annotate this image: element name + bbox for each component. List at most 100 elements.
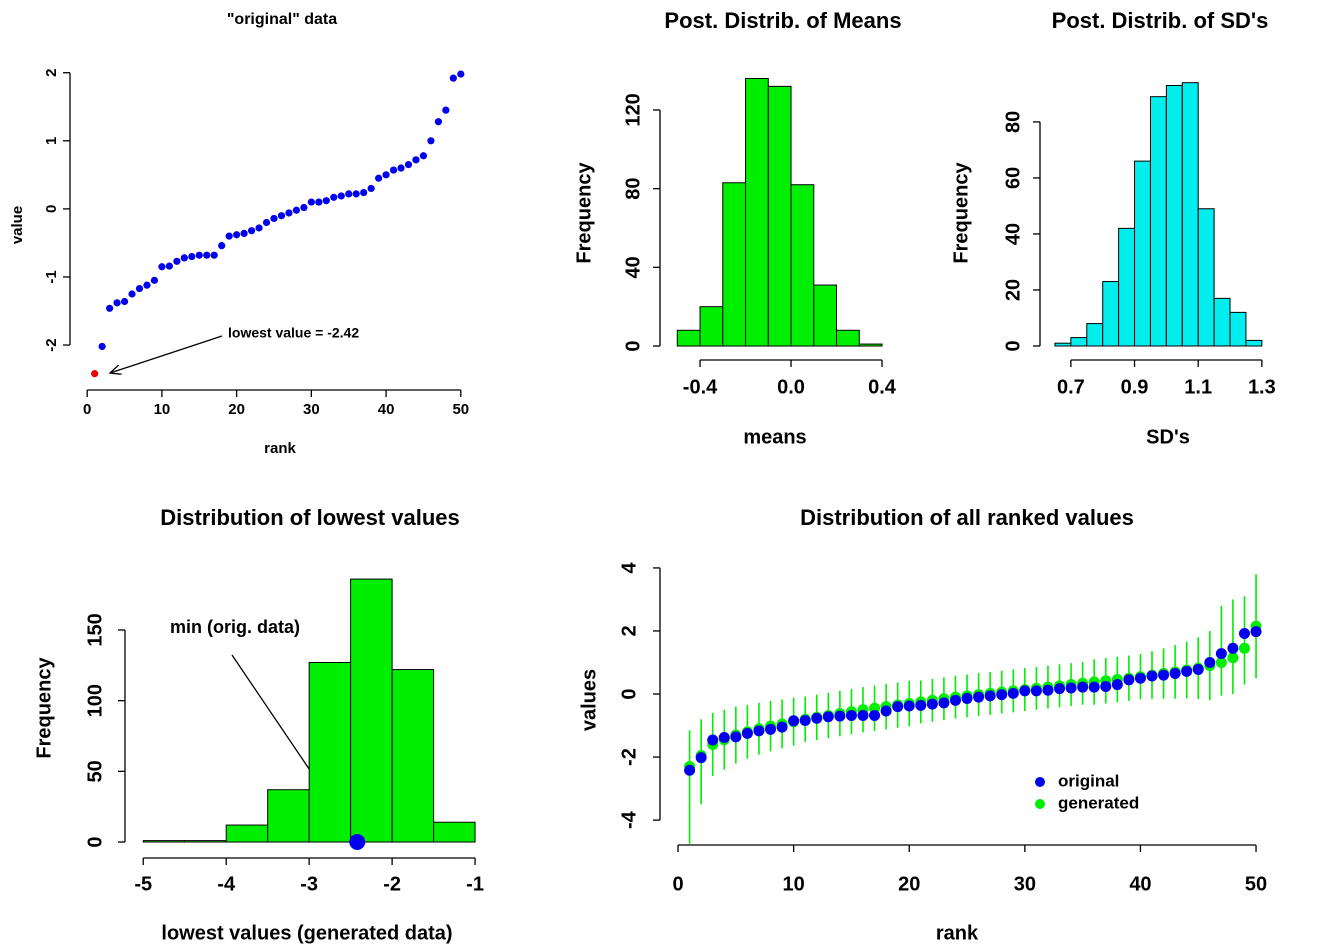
point — [457, 70, 465, 78]
y-tick-label: 150 — [84, 613, 106, 646]
point — [375, 174, 383, 182]
point — [367, 184, 375, 193]
point — [449, 74, 457, 82]
point — [315, 198, 323, 206]
point — [1215, 656, 1227, 668]
histogram-bar — [1181, 82, 1199, 347]
point — [360, 188, 368, 197]
marker-point — [349, 834, 366, 851]
point — [949, 694, 961, 706]
y-tick-label: 80 — [1002, 111, 1024, 133]
histogram-bar — [1118, 227, 1136, 347]
legend-marker — [1035, 799, 1045, 809]
point — [1042, 684, 1054, 696]
point — [695, 752, 707, 764]
point — [292, 206, 301, 214]
point — [730, 731, 742, 743]
point — [973, 691, 985, 703]
point — [158, 263, 166, 271]
y-tick-label: 1 — [43, 137, 60, 145]
point — [442, 106, 450, 114]
y-axis-label: Frequency — [573, 162, 595, 264]
point — [1227, 652, 1239, 664]
point — [961, 692, 973, 704]
y-tick-label: 50 — [84, 760, 106, 782]
point — [1123, 674, 1135, 686]
x-tick-label: 30 — [1014, 873, 1036, 895]
point — [397, 164, 405, 172]
point — [1192, 663, 1204, 675]
histogram-bar — [267, 789, 310, 843]
x-tick-label: 50 — [452, 401, 469, 418]
point — [1077, 681, 1089, 693]
y-tick-label: 0 — [618, 688, 640, 699]
point — [188, 252, 196, 261]
point — [210, 251, 218, 259]
point — [262, 218, 271, 227]
point — [143, 281, 151, 289]
x-axis-label: rank — [264, 440, 296, 457]
point — [857, 709, 869, 721]
histogram-bar — [1149, 96, 1167, 347]
y-axis-label: Frequency — [33, 657, 55, 759]
point — [880, 705, 892, 717]
point — [938, 697, 950, 709]
y-tick-label: 2 — [618, 625, 640, 636]
x-axis-label: means — [743, 426, 806, 448]
point — [1065, 682, 1077, 694]
point — [225, 232, 233, 240]
histogram-bar — [1229, 311, 1247, 347]
point — [419, 152, 428, 160]
point — [218, 242, 226, 250]
point — [926, 698, 938, 710]
histogram-bar — [676, 329, 701, 347]
histogram-bar — [433, 821, 476, 843]
point — [128, 290, 136, 298]
histogram-bar — [1102, 281, 1120, 347]
point — [753, 725, 765, 737]
y-tick-label: 60 — [1002, 167, 1024, 189]
point — [180, 254, 188, 262]
point — [300, 203, 308, 212]
point — [1134, 672, 1146, 684]
y-tick-label: 80 — [622, 178, 644, 200]
point — [1088, 681, 1100, 693]
y-tick-label: 0 — [1002, 340, 1024, 351]
x-tick-label: -3 — [300, 873, 318, 895]
point — [869, 709, 881, 721]
point — [427, 137, 435, 145]
point — [1238, 627, 1250, 639]
x-tick-label: -5 — [134, 873, 152, 895]
point — [135, 284, 144, 293]
annotation-arrow — [110, 335, 223, 373]
point — [1158, 669, 1170, 681]
point — [307, 198, 315, 206]
point — [404, 161, 413, 169]
histogram-bar — [142, 840, 186, 843]
point — [1054, 683, 1066, 695]
point — [1146, 670, 1158, 682]
point — [1007, 687, 1019, 699]
y-tick-label: -4 — [618, 810, 640, 829]
x-tick-label: -1 — [466, 873, 484, 895]
point — [892, 701, 904, 713]
point — [1169, 668, 1181, 680]
x-tick-label: 0.9 — [1121, 376, 1149, 398]
y-tick-label: 20 — [1002, 279, 1024, 301]
y-tick-label: 0 — [622, 340, 644, 351]
x-tick-label: 1.1 — [1184, 376, 1212, 398]
point — [811, 712, 823, 724]
x-tick-label: 0.4 — [868, 376, 897, 398]
point — [741, 727, 753, 739]
point — [412, 156, 420, 164]
x-tick-label: 1.3 — [1248, 376, 1276, 398]
point — [1100, 680, 1112, 692]
point — [277, 212, 286, 220]
point — [352, 190, 360, 198]
y-tick-label: -2 — [43, 338, 60, 351]
x-tick-label: 10 — [783, 873, 805, 895]
histogram-bar — [836, 329, 860, 347]
point — [903, 700, 915, 712]
point — [337, 192, 345, 200]
